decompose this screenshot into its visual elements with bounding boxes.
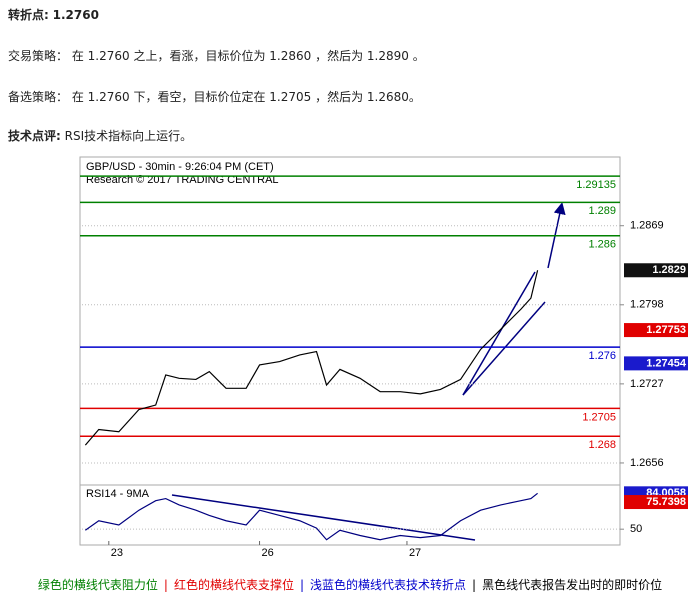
separator: | [299,578,305,592]
level-label: 1.2705 [582,411,616,423]
x-tick-label: 27 [409,547,421,559]
y-tick-label: 1.2656 [630,457,664,469]
arrow [547,202,566,269]
comment: 技术点评: RSI技术指标向上运行。 [8,127,192,144]
footer: 绿色的横线代表阻力位 | 红色的横线代表支撑位 | 浅蓝色的横线代表技术转折点 | 黑色线代… [0,576,700,593]
level-label: 1.29135 [576,179,616,191]
legend-text: 红色的横线代表支撑位 [173,578,294,592]
strategy: 交易策略： 在 1.2760 之上，看涨，目标价位为 1.2860 ，然后为 1… [8,47,425,64]
price-box-label: 1.27454 [646,357,687,369]
label: 备选策略： [8,90,69,104]
rsi-title: RSI14 - 9MA [86,488,150,500]
y-tick-label: 50 [630,523,642,535]
trend-channel [462,301,546,396]
legend-text: 浅蓝色的横线代表技术转折点 [310,578,467,592]
y-tick-label: 1.2727 [630,378,664,390]
price-box [624,263,688,278]
level-label: 1.268 [588,439,616,451]
text: 在 1.2760 之上，看涨，目标价位为 1.2860 ，然后为 1.2890 … [71,49,425,63]
label: 转折点: [8,8,49,22]
price-line [84,270,539,446]
text: 在 1.2760 下，看空，目标价位定在 1.2705 ，然后为 1.2680。 [71,90,421,104]
price-box [624,495,688,510]
trend-channel [462,271,536,396]
rsi-trendline [171,494,476,541]
legend-text: 黑色线代表报告发出时的即时价位 [482,578,663,592]
chart-subtitle: Research © 2017 TRADING CENTRAL [86,174,279,186]
price-box-label: 75.7398 [646,496,686,508]
price-box [624,356,688,371]
separator: | [472,578,477,592]
y-tick-label: 1.2798 [630,299,664,311]
price-box-label: 1.2829 [652,264,686,276]
price-box [624,323,688,338]
label: 交易策略： [8,49,69,63]
chart: GBP/USD - 30min - 9:26:04 PM (CET) Resea… [79,156,688,559]
value: 1.2760 [52,8,99,22]
x-tick-label: 26 [262,547,274,559]
chart-title: GBP/USD - 30min - 9:26:04 PM (CET) [86,161,274,173]
separator: | [163,578,168,592]
legend-text: 绿色的横线代表阻力位 [37,578,158,592]
label: 技术点评: [8,129,61,143]
frame [79,156,621,546]
level-label: 1.286 [588,239,616,251]
level-label: 1.276 [588,350,616,362]
strategy: 备选策略： 在 1.2760 下，看空，目标价位定在 1.2705 ，然后为 1… [8,88,421,105]
text: RSI技术指标向上运行。 [64,129,193,143]
price-line [85,492,538,541]
level-label: 1.289 [588,205,616,217]
x-tick-label: 23 [111,547,123,559]
y-tick-label: 1.2869 [630,220,664,232]
price-box-label: 1.27753 [646,324,686,336]
turning-point: 转折点: 1.2760 [8,6,99,23]
